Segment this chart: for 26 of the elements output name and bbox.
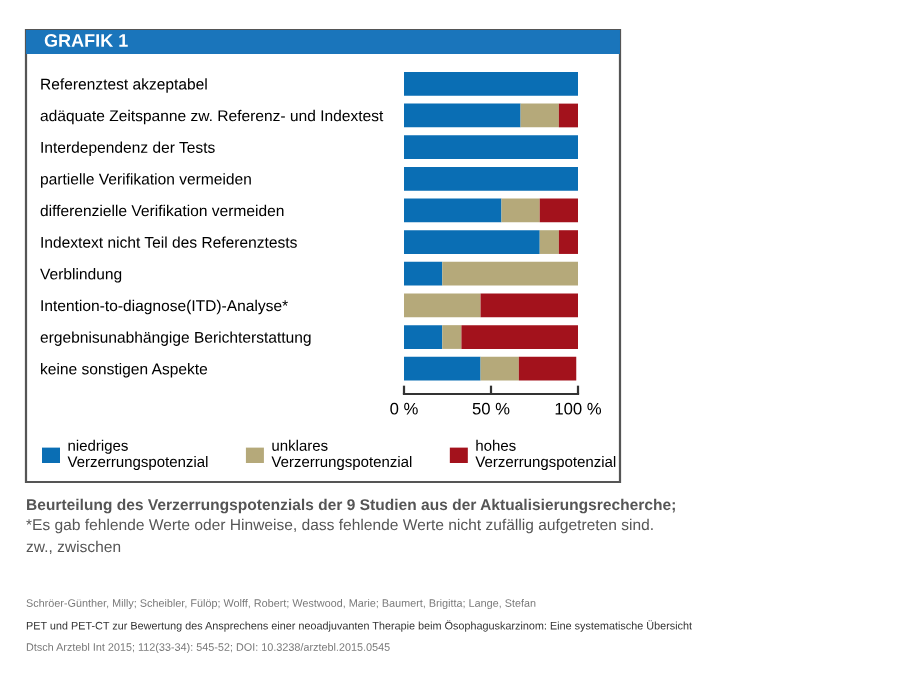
bar bbox=[539, 198, 578, 223]
bar bbox=[404, 261, 443, 286]
bar bbox=[480, 356, 519, 381]
bar bbox=[558, 230, 578, 254]
bar bbox=[520, 103, 559, 128]
bar bbox=[461, 325, 578, 349]
bar bbox=[404, 293, 481, 318]
x-tick-label: 100 % bbox=[555, 402, 602, 415]
bar bbox=[518, 356, 577, 381]
text: GRAFIK 1 bbox=[44, 34, 128, 47]
bar bbox=[442, 325, 462, 349]
bar bbox=[404, 198, 502, 223]
x-tick-label: 50 % bbox=[472, 402, 510, 415]
bar bbox=[501, 198, 540, 223]
bar bbox=[404, 230, 540, 254]
x-tick-label: 0 % bbox=[390, 402, 418, 415]
bar bbox=[404, 103, 521, 128]
bar bbox=[404, 135, 578, 159]
bar bbox=[558, 103, 578, 128]
bar bbox=[539, 230, 559, 254]
bar bbox=[404, 356, 481, 381]
bar bbox=[404, 71, 578, 96]
bar bbox=[404, 166, 578, 191]
bar bbox=[442, 261, 578, 286]
bar bbox=[480, 293, 578, 318]
bar bbox=[404, 325, 443, 349]
